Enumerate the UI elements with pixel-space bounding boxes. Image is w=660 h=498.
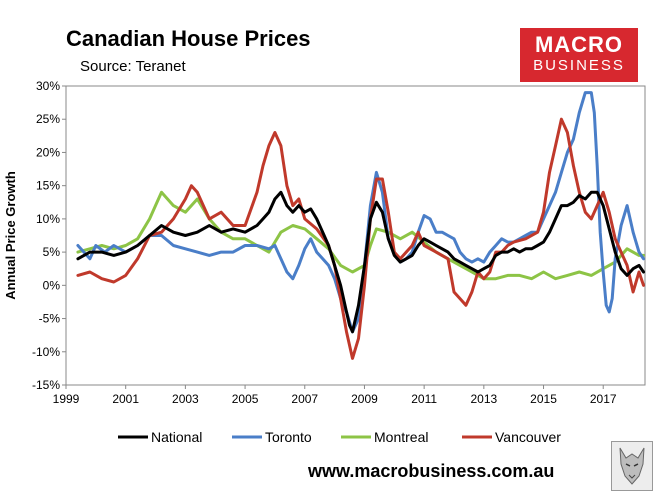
x-tick-label: 2015 (530, 392, 557, 406)
x-tick-label: 2005 (232, 392, 259, 406)
y-tick-label: 25% (36, 112, 60, 126)
y-tick-label: 15% (36, 179, 60, 193)
wolf-logo-icon (611, 441, 653, 491)
x-tick-label: 2011 (411, 392, 437, 406)
chart-title: Canadian House Prices (66, 26, 311, 51)
logo-line-business: BUSINESS (533, 57, 625, 74)
chart-source: Source: Teranet (80, 58, 186, 75)
x-tick-label: 2007 (291, 392, 318, 406)
plot-frame (65, 85, 646, 386)
footer-url: www.macrobusiness.com.au (308, 461, 555, 481)
x-tick-label: 2013 (470, 392, 497, 406)
y-axis-title: Annual Price Growth (3, 171, 18, 300)
y-tick-label: -15% (32, 378, 60, 392)
y-tick-label: -10% (32, 345, 60, 359)
x-tick-label: 1999 (53, 392, 80, 406)
y-tick-label: 30% (36, 79, 60, 93)
x-tick-label: 2001 (112, 392, 139, 406)
legend-label-national: National (151, 429, 202, 445)
legend-label-toronto: Toronto (265, 429, 312, 445)
y-tick-label: 20% (36, 145, 60, 159)
series-line-vancouver (76, 117, 645, 360)
macrobusiness-logo: MACRO BUSINESS (520, 28, 638, 82)
y-tick-label: 0% (43, 278, 61, 292)
logo-line-macro: MACRO (534, 32, 624, 57)
y-tick-label: 10% (36, 212, 60, 226)
y-tick-label: 5% (43, 245, 61, 259)
y-tick-label: -5% (39, 312, 61, 326)
x-tick-label: 2003 (172, 392, 199, 406)
legend-label-montreal: Montreal (374, 429, 428, 445)
x-tick-label: 2017 (590, 392, 617, 406)
series-line-national (76, 190, 645, 334)
x-tick-label: 2009 (351, 392, 378, 406)
legend-label-vancouver: Vancouver (495, 429, 561, 445)
